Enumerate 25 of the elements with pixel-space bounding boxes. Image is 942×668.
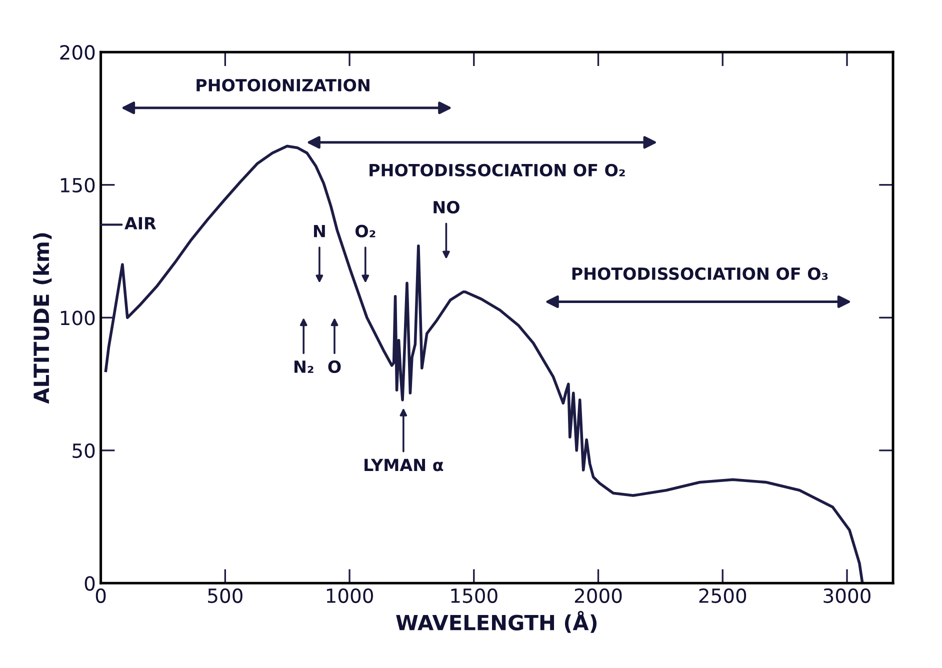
annotation: O₂ (355, 224, 376, 238)
annotation: O (328, 360, 341, 374)
y-tick-label: 150 (60, 178, 95, 193)
x-tick-label: 500 (208, 588, 242, 604)
line-series (104, 144, 864, 584)
x-tick-label: 2000 (574, 588, 622, 604)
x-tick-label: 3000 (824, 588, 870, 604)
annotation: N₂ (294, 360, 314, 373)
annotation: PHOTODISSOCIATION OF O₂ (370, 164, 625, 176)
x-tick-label: 1500 (451, 588, 498, 604)
x-tick-label: 1000 (326, 588, 373, 604)
annotation: PHOTOIONIZATION (196, 78, 370, 92)
annotation: NO (434, 200, 460, 214)
annotation: LYMAN α (364, 458, 444, 472)
y-tick-label: 0 (84, 576, 95, 591)
annotation: N (314, 225, 325, 238)
y-tick-label: 50 (72, 443, 95, 458)
y-axis-title: ALTITUDE (km) (33, 233, 52, 404)
annotation: PHOTODISSOCIATION OF O₃ (572, 267, 828, 280)
y-tick-label: 200 (60, 45, 95, 60)
x-axis-title: WAVELENGTH (Å) (396, 610, 597, 633)
x-tick-label: 0 (96, 588, 106, 604)
annotation: AIR (124, 217, 156, 230)
y-tick-label: 100 (60, 310, 95, 326)
x-tick-label: 2500 (699, 588, 746, 604)
